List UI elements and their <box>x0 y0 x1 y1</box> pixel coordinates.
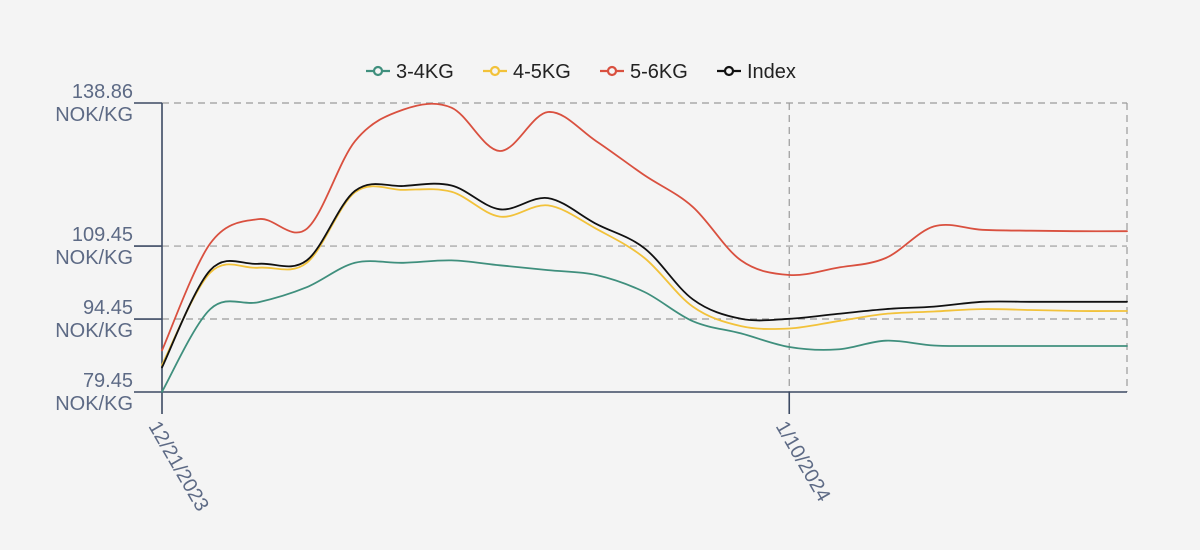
legend-item-5-6kg[interactable]: 5-6KG <box>600 61 688 83</box>
y-tick-label-line: NOK/KG <box>55 393 133 415</box>
y-tick-label-line: 109.45 <box>72 224 133 246</box>
legend-swatch-marker <box>606 65 618 77</box>
x-tick-label: 1/10/2024 <box>771 418 835 506</box>
series-line-index <box>161 182 1128 369</box>
legend-label: 5-6KG <box>630 61 688 83</box>
series-lines <box>161 102 1128 393</box>
legend-item-4-5kg[interactable]: 4-5KG <box>483 61 571 83</box>
legend-label: Index <box>747 61 796 83</box>
legend-item-3-4kg[interactable]: 3-4KG <box>366 61 454 83</box>
y-tick-label-line: NOK/KG <box>55 104 133 126</box>
legend-label: 3-4KG <box>396 61 454 83</box>
y-tick-label: 79.45 NOK/KG <box>55 370 133 415</box>
legend-item-index[interactable]: Index <box>717 61 796 83</box>
y-tick-label-line: 138.86 <box>72 81 133 103</box>
y-tick-label-line: NOK/KG <box>55 247 133 269</box>
grid <box>162 102 1128 392</box>
y-tick-label: 109.45 NOK/KG <box>55 224 133 269</box>
legend-label: 4-5KG <box>513 61 571 83</box>
x-tick-label: 12/21/2023 <box>144 418 213 516</box>
series-line-3-4kg <box>161 259 1128 393</box>
y-tick-label: 94.45 NOK/KG <box>55 297 133 342</box>
y-tick-label-line: NOK/KG <box>55 320 133 342</box>
legend-swatch-marker <box>489 65 501 77</box>
legend-swatch-marker <box>723 65 735 77</box>
y-tick-label: 138.86 NOK/KG <box>55 81 133 126</box>
y-tick-label-line: 79.45 <box>83 370 133 392</box>
series-line-5-6kg <box>161 102 1128 352</box>
series-line-4-5kg <box>161 185 1128 366</box>
y-tick-label-line: 94.45 <box>83 297 133 319</box>
legend: 3-4KG 4-5KG 5-6KG Index <box>366 61 796 83</box>
legend-swatch-marker <box>372 65 384 77</box>
